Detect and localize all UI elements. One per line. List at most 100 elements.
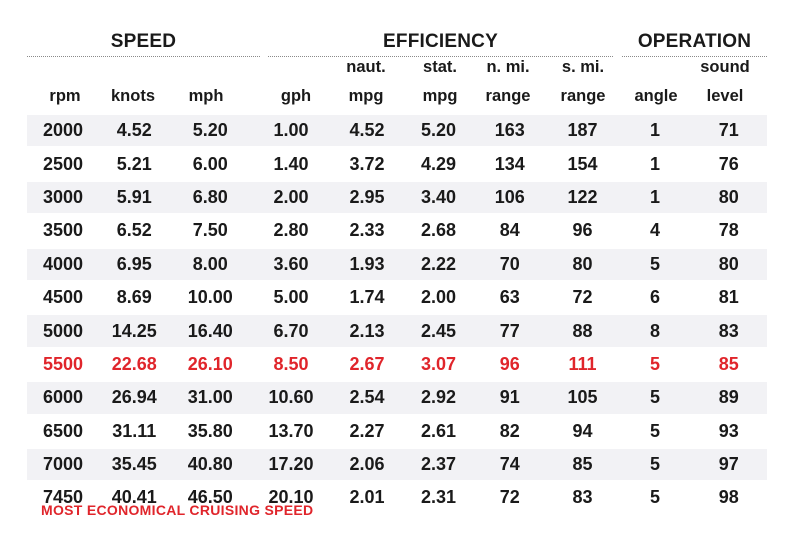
cell-mph: 6.80 [169, 180, 251, 216]
cell-mph: 16.40 [169, 314, 251, 349]
cell-nmi-range: 134 [474, 147, 546, 182]
cell-nmi-range: 77 [474, 314, 546, 349]
cell-angle: 6 [619, 280, 691, 316]
cell-gph: 2.00 [251, 180, 331, 216]
cell-stat-mpg: 2.31 [403, 481, 474, 516]
cell-smi-range: 88 [545, 314, 620, 349]
cell-mph: 46.50 [169, 481, 251, 516]
cell-rpm: 5000 [27, 314, 99, 349]
cell-rpm: 4000 [27, 247, 99, 282]
cell-nmi-range: 82 [474, 414, 546, 449]
cell-mph: 40.80 [169, 447, 251, 483]
cell-angle: 5 [619, 481, 691, 516]
cell-nmi-range: 74 [474, 447, 546, 483]
cell-naut-mpg: 1.74 [331, 280, 403, 316]
cell-smi-range: 111 [545, 347, 620, 383]
column-header-stat-mpg-top: stat. [423, 58, 457, 76]
cell-stat-mpg: 2.61 [403, 414, 474, 449]
performance-data-table: 2000 4.52 5.20 1.00 4.52 5.20 163 187 1 71 2500 5.2… [27, 115, 767, 516]
cell-rpm: 7000 [27, 447, 99, 483]
cell-smi-range: 80 [545, 247, 620, 282]
table-row: 6000 26.94 31.00 10.60 2.54 2.92 91 105 5 89 [27, 381, 767, 416]
cell-mph: 6.00 [169, 147, 251, 182]
cell-stat-mpg: 4.29 [403, 147, 474, 182]
cell-angle: 5 [619, 447, 691, 483]
cell-stat-mpg: 2.37 [403, 447, 474, 483]
cell-nmi-range: 163 [474, 115, 546, 149]
cell-nmi-range: 84 [474, 214, 546, 249]
cell-gph: 1.40 [251, 147, 331, 182]
cell-nmi-range: 70 [474, 247, 546, 282]
cell-mph: 8.00 [169, 247, 251, 282]
cell-naut-mpg: 3.72 [331, 147, 403, 182]
group-title-operation: OPERATION [637, 31, 752, 52]
cell-mph: 35.80 [169, 414, 251, 449]
table-row: 7450 40.41 46.50 20.10 2.01 2.31 72 83 5 98 [27, 481, 767, 516]
cell-angle: 5 [619, 347, 691, 383]
column-header-nmi-range-top: n. mi. [486, 58, 530, 76]
cell-rpm: 4500 [27, 280, 99, 316]
cell-nmi-range: 91 [474, 381, 546, 416]
column-header-knots-bottom: knots [110, 87, 155, 105]
table-row: 6500 31.11 35.80 13.70 2.27 2.61 82 94 5 93 [27, 414, 767, 449]
cell-angle: 1 [619, 115, 691, 149]
cell-knots: 5.91 [99, 180, 170, 216]
cell-sound: 81 [690, 280, 767, 316]
cell-naut-mpg: 2.06 [331, 447, 403, 483]
cell-angle: 1 [619, 147, 691, 182]
group-header-speed: SPEED [27, 30, 260, 57]
table-row: 2500 5.21 6.00 1.40 3.72 4.29 134 154 1 76 [27, 147, 767, 182]
cell-mph: 5.20 [169, 115, 251, 149]
cell-knots: 6.95 [99, 247, 170, 282]
cell-sound: 71 [690, 115, 767, 149]
cell-knots: 40.41 [99, 481, 170, 516]
cell-gph: 8.50 [251, 347, 331, 383]
column-header-mph-bottom: mph [188, 87, 224, 105]
cell-sound: 85 [690, 347, 767, 383]
cell-stat-mpg: 2.22 [403, 247, 474, 282]
cell-sound: 80 [690, 247, 767, 282]
cell-smi-range: 105 [545, 381, 620, 416]
column-header-rpm-bottom: rpm [49, 87, 81, 105]
cell-naut-mpg: 2.13 [331, 314, 403, 349]
cell-sound: 97 [690, 447, 767, 483]
cell-knots: 35.45 [99, 447, 170, 483]
cell-mph: 7.50 [169, 214, 251, 249]
cell-smi-range: 83 [545, 481, 620, 516]
table-row: 4500 8.69 10.00 5.00 1.74 2.00 63 72 6 81 [27, 280, 767, 316]
cell-naut-mpg: 2.67 [331, 347, 403, 383]
cell-nmi-range: 106 [474, 180, 546, 216]
cell-stat-mpg: 2.68 [403, 214, 474, 249]
cell-rpm: 5500 [27, 347, 99, 383]
cell-rpm: 3000 [27, 180, 99, 216]
column-header-stat-mpg-bottom: mpg [422, 87, 458, 105]
cell-rpm: 6500 [27, 414, 99, 449]
cell-knots: 31.11 [99, 414, 170, 449]
group-title-speed: SPEED [110, 31, 177, 52]
table-row: 2000 4.52 5.20 1.00 4.52 5.20 163 187 1 71 [27, 115, 767, 149]
cell-smi-range: 187 [545, 115, 620, 149]
cell-gph: 2.80 [251, 214, 331, 249]
cell-naut-mpg: 2.33 [331, 214, 403, 249]
column-header-sound-bottom: level [706, 87, 744, 105]
cell-stat-mpg: 3.40 [403, 180, 474, 216]
cell-smi-range: 96 [545, 214, 620, 249]
cell-sound: 80 [690, 180, 767, 216]
cell-smi-range: 85 [545, 447, 620, 483]
cell-rpm: 3500 [27, 214, 99, 249]
cell-angle: 5 [619, 414, 691, 449]
cell-stat-mpg: 3.07 [403, 347, 474, 383]
cell-angle: 5 [619, 381, 691, 416]
column-header-gph-bottom: gph [280, 87, 312, 105]
cell-naut-mpg: 2.54 [331, 381, 403, 416]
cell-stat-mpg: 2.45 [403, 314, 474, 349]
cell-angle: 8 [619, 314, 691, 349]
cell-rpm: 2500 [27, 147, 99, 182]
cell-knots: 5.21 [99, 147, 170, 182]
cell-gph: 20.10 [251, 481, 331, 516]
cell-angle: 4 [619, 214, 691, 249]
group-header-operation: OPERATION [622, 30, 767, 57]
group-title-efficiency: EFFICIENCY [383, 31, 498, 52]
cell-gph: 1.00 [251, 115, 331, 149]
cell-angle: 1 [619, 180, 691, 216]
